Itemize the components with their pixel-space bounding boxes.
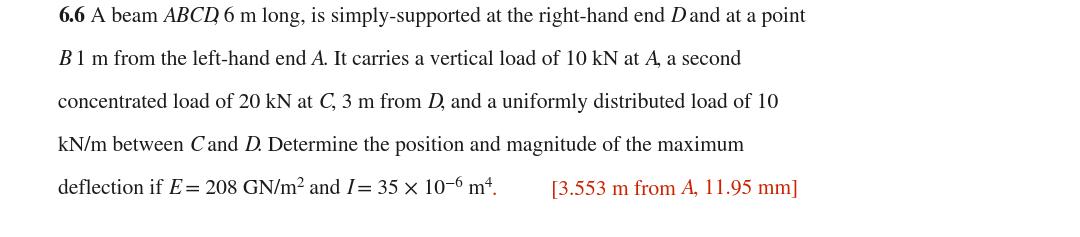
Text: kN/m between: kN/m between (58, 136, 189, 156)
Text: A: A (645, 49, 658, 70)
Text: = 208 GN/m: = 208 GN/m (179, 179, 296, 199)
Text: , and a uniformly distributed load of 10: , and a uniformly distributed load of 10 (441, 93, 779, 113)
Text: m: m (462, 179, 485, 199)
Text: and: and (202, 136, 244, 156)
Text: deflection if: deflection if (58, 179, 168, 199)
Text: B: B (58, 49, 71, 70)
Text: 2: 2 (296, 177, 303, 190)
Text: = 35 × 10: = 35 × 10 (352, 179, 445, 199)
Text: A beam: A beam (85, 7, 163, 27)
Text: A: A (681, 178, 694, 199)
Text: , 6 m long, is simply-supported at the right-hand end: , 6 m long, is simply-supported at the r… (213, 6, 670, 27)
Text: I: I (346, 178, 353, 199)
Text: C: C (189, 135, 204, 156)
Text: .          [3.553 m from: . [3.553 m from (492, 179, 681, 199)
Text: 6.6: 6.6 (58, 6, 85, 27)
Text: . Determine the position and magnitude of the maximum: . Determine the position and magnitude o… (257, 136, 744, 156)
Text: . It carries a vertical load of 10 kN at: . It carries a vertical load of 10 kN at (323, 50, 645, 70)
Text: , 3 m from: , 3 m from (330, 93, 427, 113)
Text: 1 m from the left-hand end: 1 m from the left-hand end (69, 50, 311, 70)
Text: C: C (319, 92, 333, 113)
Text: −6: −6 (445, 177, 462, 190)
Text: , 11.95 mm]: , 11.95 mm] (693, 179, 798, 199)
Text: A: A (311, 49, 325, 70)
Text: , a second: , a second (657, 50, 742, 70)
Text: ABCD: ABCD (163, 6, 219, 27)
Text: D: D (670, 6, 686, 27)
Text: D: D (244, 135, 259, 156)
Text: E: E (168, 178, 181, 199)
Text: and at a point: and at a point (684, 7, 806, 27)
Text: and: and (303, 179, 346, 199)
Text: concentrated load of 20 kN at: concentrated load of 20 kN at (58, 93, 319, 113)
Text: 4: 4 (485, 177, 492, 190)
Text: D: D (427, 92, 443, 113)
